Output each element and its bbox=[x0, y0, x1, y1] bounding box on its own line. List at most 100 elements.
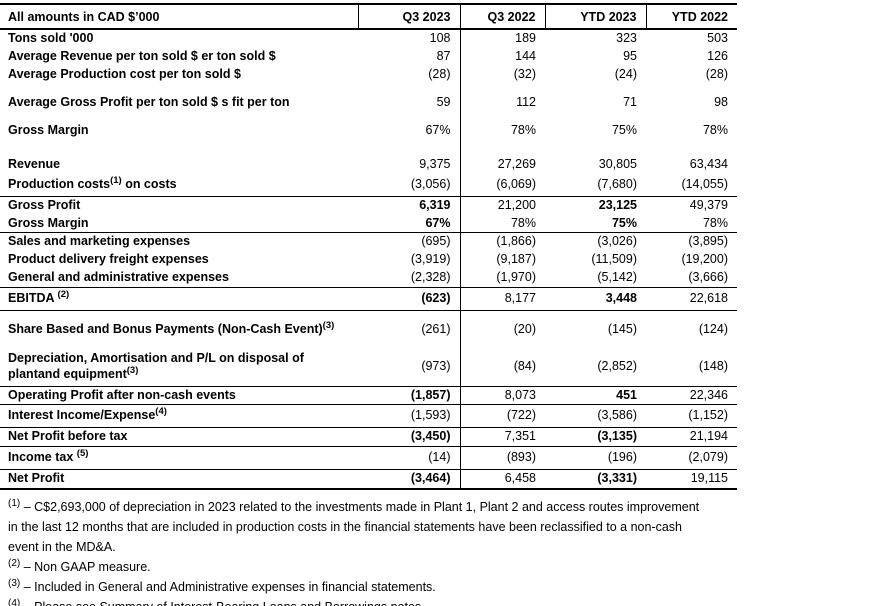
header-col-q3-2022: Q3 2022 bbox=[459, 4, 545, 30]
cell-value: (623) bbox=[358, 286, 460, 311]
table-row: Average Revenue per ton sold $ er ton so… bbox=[0, 47, 737, 66]
cell-value: 71 bbox=[623, 94, 637, 109]
row-label: Production costs(1) on costs bbox=[8, 174, 177, 192]
table-row: Depreciation, Amortisation and P/L on di… bbox=[0, 348, 737, 387]
cell-value: 7,351 bbox=[459, 427, 545, 447]
row-label: Operating Profit after non-cash events bbox=[0, 385, 358, 405]
footnote-4: (4) – Please see Summary of Interest-Bea… bbox=[8, 597, 708, 606]
row-label: Net Profit before tax bbox=[0, 427, 358, 447]
cell-value: (3,056) bbox=[410, 177, 451, 192]
cell-value bbox=[545, 140, 646, 156]
table-row: Average Production cost per ton sold $ (2… bbox=[0, 65, 737, 84]
cell-value: 9,375 bbox=[419, 156, 451, 171]
cell-value: (3,026) bbox=[545, 232, 646, 251]
cell-value: 22,346 bbox=[646, 385, 737, 405]
financial-results-table: All amounts in CAD $’000 Q3 2023 Q3 2022… bbox=[0, 3, 737, 490]
header-col-ytd-2022: YTD 2022 bbox=[645, 4, 737, 30]
cell-value: (14) bbox=[358, 445, 460, 470]
cell-value: 189 bbox=[459, 29, 545, 48]
cell-value: 59 bbox=[436, 94, 451, 109]
cell-value: (1,970) bbox=[459, 269, 545, 288]
table-row: EBITDA (2) (623) 8,177 3,448 22,618 bbox=[0, 286, 737, 311]
cell-value: 126 bbox=[707, 48, 728, 63]
cell-value: (1,152) bbox=[646, 404, 737, 428]
table-header-row: All amounts in CAD $’000 Q3 2023 Q3 2022… bbox=[0, 4, 737, 30]
cell-value: (24) bbox=[614, 66, 637, 81]
cell-value: 22,618 bbox=[646, 286, 737, 311]
cell-value: 67% bbox=[425, 215, 451, 230]
footnote-ref: (3) bbox=[126, 364, 139, 376]
footnote-4-text: – Please see Summary of Interest-Bearing… bbox=[24, 600, 425, 606]
cell-value bbox=[358, 140, 460, 156]
footnotes-section: (1) – C$2,693,000 of depreciation in 202… bbox=[8, 497, 708, 606]
cell-value: (3,135) bbox=[545, 427, 646, 447]
cell-value: 8,073 bbox=[459, 385, 545, 405]
footnote-2-text: – Non GAAP measure. bbox=[23, 559, 151, 574]
cell-value: (2,852) bbox=[597, 359, 637, 374]
row-label: Sales and marketing expenses bbox=[0, 232, 358, 251]
footnote-1-text: – C$2,693,000 of depreciation in 2023 re… bbox=[8, 499, 700, 554]
cell-value: 19,115 bbox=[646, 468, 737, 490]
cell-value: 49,379 bbox=[646, 196, 737, 215]
footnote-3: (3) – Included in General and Administra… bbox=[8, 577, 708, 597]
table-row: Share Based and Bonus Payments (Non-Cash… bbox=[0, 309, 737, 349]
spacer-row bbox=[0, 139, 737, 156]
cell-value: (3,450) bbox=[358, 427, 460, 447]
cell-value: (124) bbox=[646, 309, 737, 349]
row-label: Tons sold '000 bbox=[8, 31, 94, 45]
cell-value: 27,269 bbox=[459, 155, 545, 174]
cell-value: (893) bbox=[459, 445, 545, 470]
cell-value: (1,593) bbox=[358, 404, 460, 428]
cell-value: (20) bbox=[459, 309, 545, 349]
table-row: General and administrative expenses (2,32… bbox=[0, 269, 737, 288]
cell-value: (3,895) bbox=[646, 232, 737, 251]
cell-value: (1,866) bbox=[459, 232, 545, 251]
cell-value: 67% bbox=[425, 122, 451, 137]
cell-value: 21,194 bbox=[646, 427, 737, 447]
row-label: Average Gross Profit per ton sold $ s fi… bbox=[8, 94, 290, 109]
cell-value: 6,458 bbox=[459, 468, 545, 490]
cell-value: 75% bbox=[611, 215, 637, 230]
row-label: Average Production cost per ton sold $ bbox=[8, 66, 241, 81]
cell-value: 21,200 bbox=[459, 196, 545, 215]
cell-value: (9,187) bbox=[459, 251, 545, 269]
cell-value: 78% bbox=[702, 215, 728, 230]
cell-value: (3,919) bbox=[410, 252, 451, 267]
footnote-1: (1) – C$2,693,000 of depreciation in 202… bbox=[8, 497, 708, 557]
cell-value: 78% bbox=[702, 122, 728, 137]
cell-value: 108 bbox=[429, 31, 451, 45]
cell-value: 95 bbox=[623, 48, 637, 63]
footnote-1-ref: (1) bbox=[8, 497, 21, 509]
cell-value bbox=[459, 139, 545, 156]
cell-value: 98 bbox=[714, 94, 728, 109]
row-label: Revenue bbox=[8, 156, 61, 171]
cell-value: (196) bbox=[545, 445, 646, 470]
cell-value: (145) bbox=[545, 309, 646, 349]
cell-value: 87 bbox=[436, 48, 451, 63]
cell-value bbox=[646, 140, 737, 156]
footnote-ref: (5) bbox=[76, 447, 89, 459]
header-col-q3-2023: Q3 2023 bbox=[357, 4, 460, 30]
cell-value: 6,319 bbox=[358, 196, 460, 215]
cell-value: (5,142) bbox=[597, 270, 637, 284]
table-row: Product delivery freight expenses (3,919)… bbox=[0, 251, 737, 269]
footnote-ref: (4) bbox=[155, 406, 167, 418]
table-row: Interest Income/Expense(4) (1,593) (722) (3… bbox=[0, 404, 737, 428]
footnote-3-ref: (3) bbox=[8, 577, 21, 589]
cell-value: 503 bbox=[707, 31, 728, 45]
cell-value: 451 bbox=[545, 385, 646, 405]
header-col-ytd-2023: YTD 2023 bbox=[544, 4, 646, 30]
table-row: Operating Profit after non-cash events (1… bbox=[0, 385, 737, 405]
footnote-ref: (3) bbox=[322, 319, 335, 331]
table-row: Income tax (5) (14) (893) (196) (2,079) bbox=[0, 445, 737, 470]
cell-value: (3,666) bbox=[688, 270, 728, 284]
cell-value: 30,805 bbox=[598, 156, 637, 171]
cell-value: 144 bbox=[459, 47, 545, 66]
table-row: Gross Profit 6,319 21,200 23,125 49,379 bbox=[0, 196, 737, 215]
footnote-ref: (2) bbox=[57, 288, 70, 300]
row-label: Average Revenue per ton sold $ er ton so… bbox=[8, 48, 276, 63]
row-label: General and administrative expenses bbox=[8, 270, 229, 284]
cell-value: (148) bbox=[698, 359, 728, 374]
cell-value: (19,200) bbox=[681, 252, 728, 267]
